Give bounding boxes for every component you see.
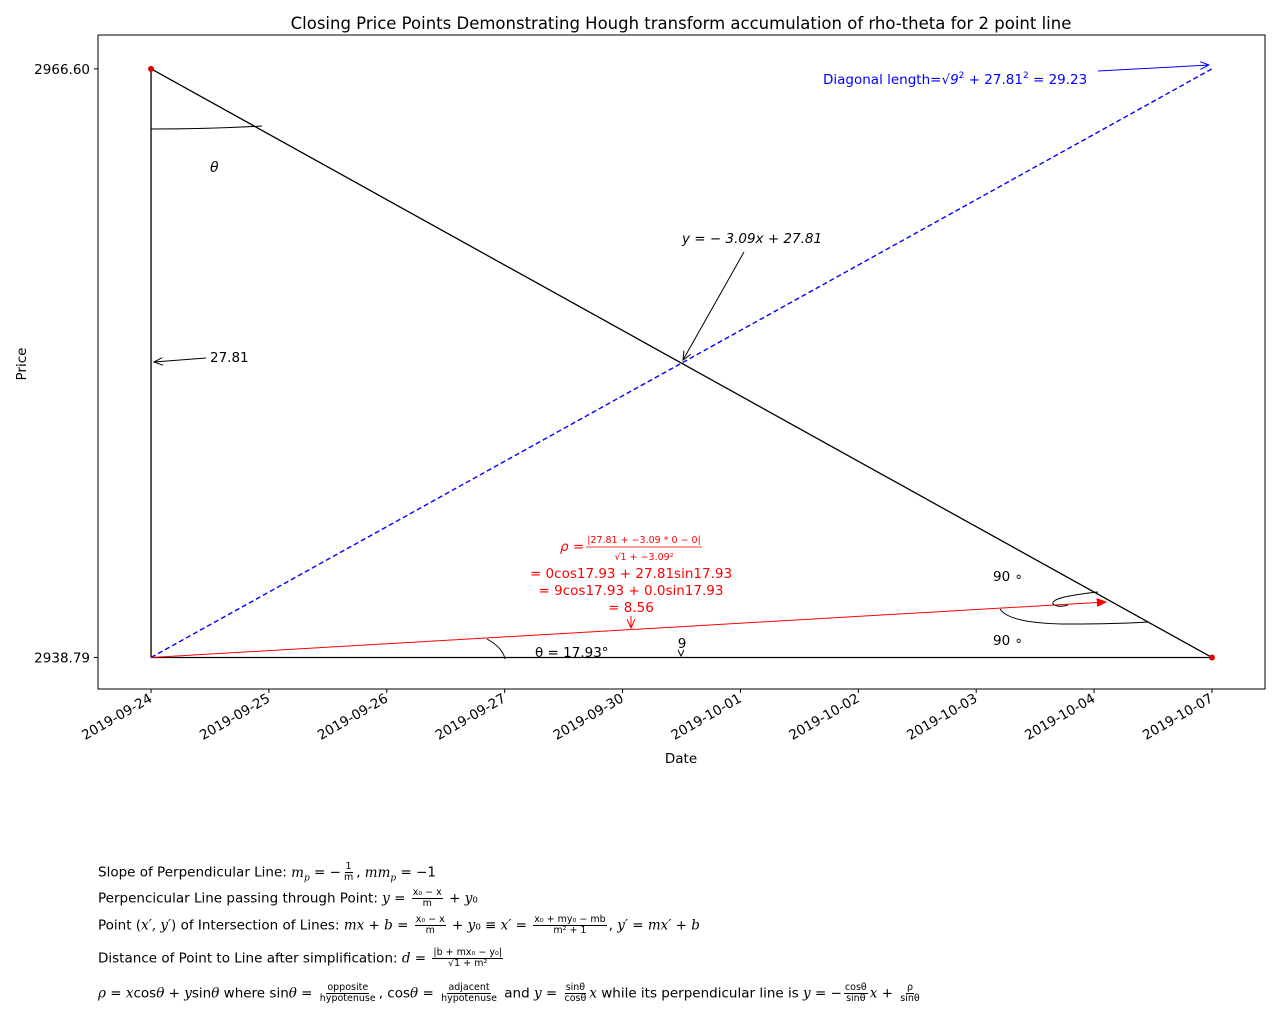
y-axis-ticks: 2966.60 2938.79 <box>34 62 98 666</box>
x-tick-label: 2019-09-27 <box>433 691 509 744</box>
rho-line-2: = 0cos17.93 + 27.81sin17.93 <box>530 566 732 582</box>
diagonal-length-annotation: Diagonal length=√92 + 27.812 = 29.23 <box>823 71 1087 88</box>
y-tick-label: 2966.60 <box>34 62 90 78</box>
footnote-slope: Slope of Perpendicular Line: mp = −1 m, m… <box>98 861 436 884</box>
x-tick-label: 2019-09-30 <box>551 691 627 744</box>
chart-title: Closing Price Points Demonstrating Hough… <box>291 14 1072 33</box>
x-axis-label: Date <box>665 751 697 767</box>
x-tick-label: 2019-09-24 <box>79 691 155 744</box>
line-equation-annotation: y = − 3.09x + 27.81 <box>681 231 822 247</box>
theta-arc-bottom <box>486 638 506 660</box>
footnote-distance: Distance of Point to Line after simplifi… <box>98 947 503 969</box>
theta-top-label: θ <box>210 160 219 176</box>
x-tick-label: 2019-09-25 <box>197 691 273 744</box>
line-equation-arrow <box>683 251 745 360</box>
x-axis-ticks: 2019-09-24 2019-09-25 2019-09-26 2019-09-27… <box>79 689 1216 744</box>
x-tick-label: 2019-10-02 <box>786 691 862 744</box>
rho-denominator: √1 + −3.09² <box>614 552 673 563</box>
x-tick-label: 2019-10-04 <box>1022 691 1098 744</box>
diagonal-arrow <box>1097 65 1209 72</box>
right-angle-label-bottom: 90 ∘ <box>993 633 1023 649</box>
horizontal-length-label: 9 <box>678 636 687 652</box>
rho-label: ρ = <box>560 539 584 555</box>
rho-numerator: |27.81 + −3.09 * 0 − 0| <box>587 535 701 546</box>
plot-frame <box>97 34 1266 690</box>
price-line <box>150 68 1213 659</box>
rho-formula: ρ = |27.81 + −3.09 * 0 − 0| √1 + −3.09² … <box>530 535 732 616</box>
rho-perpendicular-line <box>151 602 1106 658</box>
footnote-rho-theta: ρ = xcosθ + ysinθ where sinθ = opposite h… <box>98 982 920 1004</box>
horizontal-length-arrow <box>677 649 685 658</box>
footnote-perpendicular-line: Perpencicular Line passing through Point… <box>98 887 478 909</box>
right-angle-label-top: 90 ∘ <box>993 569 1023 585</box>
x-tick-label: 2019-10-07 <box>1140 691 1216 744</box>
theta-bottom-label: θ = 17.93° <box>535 645 609 661</box>
y-axis-label: Price <box>14 348 30 381</box>
footnote-intersection: Point (x′, y′) of Intersection of Lines:… <box>98 914 700 936</box>
rho-line-3: = 9cos17.93 + 0.0sin17.93 <box>539 583 724 599</box>
y-tick-label: 2938.79 <box>34 650 90 666</box>
theta-arc-top <box>150 125 263 130</box>
diagonal-line <box>150 68 1213 659</box>
right-angle-arc-top <box>1052 591 1099 607</box>
x-tick-label: 2019-10-01 <box>668 691 744 744</box>
rho-line-4: = 8.56 <box>608 600 654 616</box>
data-point-end <box>1208 654 1215 661</box>
x-tick-label: 2019-10-03 <box>904 691 980 744</box>
vertical-length-annotation: 27.81 <box>210 350 249 366</box>
right-angle-arc-bottom <box>999 608 1149 625</box>
data-point-start <box>148 65 155 72</box>
x-tick-label: 2019-09-26 <box>315 691 391 744</box>
vertical-length-arrow <box>154 358 207 362</box>
